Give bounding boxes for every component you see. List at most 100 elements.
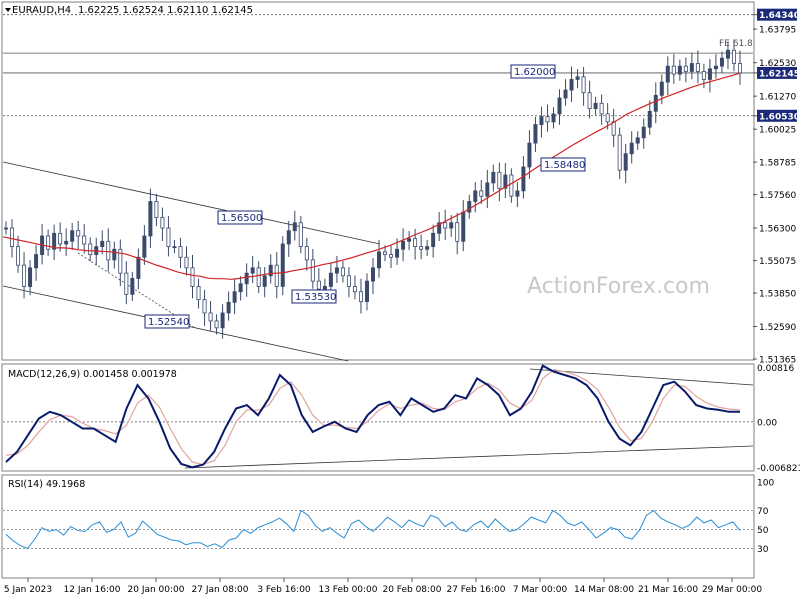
candle-body-113: [683, 65, 688, 72]
price-tick-label-13: 1.51365: [759, 356, 796, 366]
price-tick-label-7: 1.58785: [759, 159, 796, 169]
candle-body-39: [238, 283, 243, 293]
candle-body-66: [401, 240, 406, 250]
candle-body-59: [358, 291, 363, 302]
rsi-tick-label-3: 30: [757, 545, 769, 555]
price-label-3: 1.53530: [295, 292, 336, 303]
candle-body-96: [581, 76, 586, 94]
macd-trend-upper: [529, 368, 754, 386]
candle-body-48: [292, 222, 297, 232]
candle-body-61: [370, 267, 375, 282]
candle-body-3: [22, 264, 27, 287]
candle-body-114: [689, 63, 694, 72]
price-tick-label-10: 1.55075: [759, 257, 796, 267]
x-tick-label-9: 14 Mar 08:00: [574, 585, 634, 595]
candle-body-56: [340, 267, 345, 277]
price-tick-label-4: 1.61270: [759, 93, 796, 103]
candle-body-36: [220, 312, 225, 329]
candle-body-117: [707, 68, 712, 80]
candle-body-98: [593, 102, 598, 110]
candle-body-47: [286, 230, 291, 245]
candle-body-23: [142, 235, 147, 258]
rsi-tick-label-0: 100: [757, 479, 774, 489]
candle-body-7: [46, 235, 51, 250]
candle-body-97: [587, 92, 592, 110]
price-label-0: 1.62000: [514, 67, 555, 78]
x-tick-label-1: 12 Jan 16:00: [64, 585, 121, 595]
candle-body-21: [130, 278, 135, 295]
rsi-axis: 100 70 50 30: [757, 479, 774, 556]
candle-body-63: [383, 251, 388, 255]
candle-body-67: [407, 238, 412, 242]
x-tick-label-4: 3 Feb 16:00: [257, 585, 311, 595]
candle-body-17: [106, 240, 111, 261]
candle-body-85: [515, 190, 520, 197]
price-ma: [2, 72, 741, 280]
x-axis: 5 Jan 2023 12 Jan 16:00 20 Jan 00:00 27 Jan…: [4, 578, 762, 595]
x-tick-label-0: 5 Jan 2023: [4, 585, 52, 595]
candle-body-72: [437, 222, 442, 234]
candle-body-19: [118, 248, 123, 274]
x-tick-label-5: 13 Feb 00:00: [318, 585, 377, 595]
candle-body-65: [395, 248, 400, 258]
candle-body-120: [725, 49, 730, 59]
x-tick-label-8: 7 Mar 00:00: [513, 585, 568, 595]
candle-body-1: [10, 227, 15, 248]
candle-body-75: [455, 222, 460, 242]
candle-body-68: [413, 238, 418, 248]
candle-body-52: [316, 280, 321, 290]
candle-body-0: [4, 227, 9, 230]
candle-body-93: [563, 89, 568, 99]
candle-body-49: [298, 222, 303, 248]
moving-average-line: [2, 72, 741, 280]
candle-body-116: [701, 71, 706, 80]
macd-tick-label-0: 0.00816: [757, 364, 794, 374]
candle-body-102: [617, 134, 622, 171]
price-label-box-2: [217, 210, 263, 225]
price-tick-label-2: 1.62530: [759, 59, 796, 69]
candle-body-87: [527, 142, 532, 168]
fe-618-label: FE 61.8: [719, 39, 753, 49]
candle-body-110: [665, 65, 670, 83]
macd-tick-label-1: 0.00: [757, 418, 777, 428]
candle-body-71: [431, 232, 436, 248]
candle-body-20: [124, 272, 129, 295]
x-tick-label-10: 21 Mar 16:00: [638, 585, 698, 595]
price-tick-label-6: 1.60025: [759, 126, 796, 136]
candle-body-88: [533, 124, 538, 144]
candle-body-55: [334, 267, 339, 274]
candle-body-26: [160, 217, 165, 229]
price-label-4: 1.52540: [148, 317, 189, 328]
ohlc-values: 1.62225 1.62524 1.62110 1.62145: [78, 5, 253, 16]
price-label-box-3: [291, 289, 337, 304]
dropdown-triangle-icon[interactable]: [5, 8, 11, 12]
symbol-title: EURAUD,H4: [12, 5, 71, 16]
candle-body-54: [328, 272, 333, 287]
candle-body-12: [76, 230, 81, 237]
candle-body-11: [70, 230, 75, 242]
candle-body-10: [64, 240, 69, 245]
candle-body-95: [575, 76, 580, 80]
price-tick-label-5: 1.60530: [759, 112, 800, 122]
candle-body-53: [322, 286, 327, 290]
rsi-tick-label-2: 50: [757, 526, 769, 536]
rsi-panel-frame: [1, 474, 755, 579]
macd-panel-frame: [1, 363, 755, 472]
price-candles: [4, 39, 743, 339]
candle-body-78: [473, 190, 478, 202]
price-panel-frame: [1, 1, 755, 361]
rsi-lines: [3, 509, 753, 550]
candle-body-81: [491, 171, 496, 184]
candle-body-91: [551, 113, 556, 123]
candle-body-84: [509, 174, 514, 197]
candle-body-106: [641, 126, 646, 139]
price-tick-highlight-0: [757, 8, 797, 21]
candle-body-109: [659, 81, 664, 96]
candle-body-24: [148, 201, 153, 237]
price-tick-label-1: 1.63795: [759, 26, 796, 36]
macd-title: MACD(12,26,9) 0.001458 0.001978: [8, 369, 177, 380]
channel-upper-line: [2, 161, 381, 245]
candle-body-86: [521, 166, 526, 192]
price-grid: [3, 14, 753, 117]
